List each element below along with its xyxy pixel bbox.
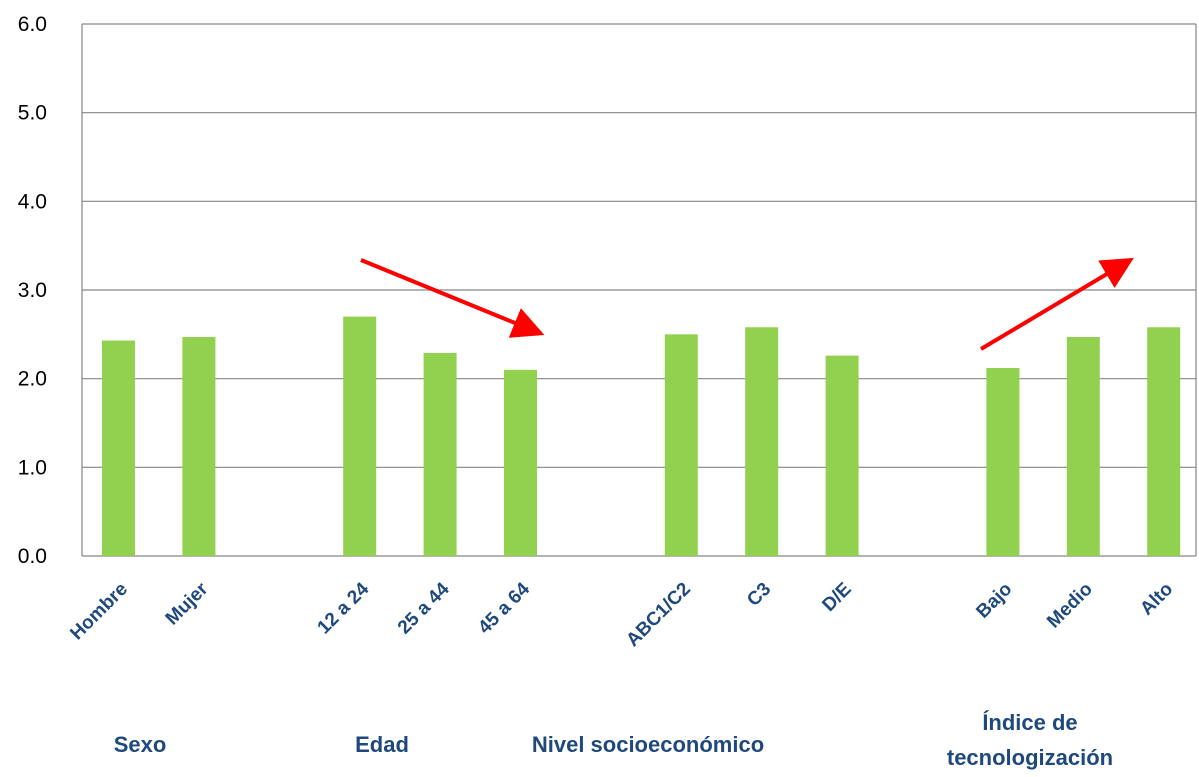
y-tick-label: 5.0 <box>18 102 47 125</box>
y-axis-ticks: 0.0 1.0 2.0 3.0 4.0 5.0 6.0 <box>18 13 47 568</box>
y-tick-label: 6.0 <box>18 13 47 36</box>
bar-25-a-44 <box>423 352 457 556</box>
trend-arrow-down <box>360 258 545 338</box>
x-tick-label: 45 a 64 <box>474 578 534 638</box>
x-tick-label: Medio <box>1043 579 1097 633</box>
y-tick-label: 2.0 <box>18 368 47 391</box>
bar-medio <box>1066 336 1100 556</box>
group-label: Sexo <box>114 732 167 757</box>
grid-layer <box>81 23 1197 557</box>
y-tick-label: 4.0 <box>18 190 47 213</box>
arrows-layer <box>360 257 1134 351</box>
y-tick-label: 3.0 <box>18 279 47 302</box>
group-labels: Sexo Edad Nivel socioeconómico Índice de tec… <box>114 710 1113 770</box>
bar-d-e <box>825 355 859 556</box>
group-label: Edad <box>355 732 409 757</box>
bar-bajo <box>986 368 1020 556</box>
x-tick-label: Bajo <box>972 579 1016 623</box>
bar-mujer <box>182 336 216 556</box>
group-label: Nivel socioeconómico <box>532 732 764 757</box>
bar-abc1-c2 <box>664 334 698 556</box>
bars-layer <box>102 316 1181 556</box>
x-tick-label: D/E <box>818 579 855 616</box>
x-tick-label: 12 a 24 <box>314 578 374 638</box>
x-axis-ticks: Hombre Mujer 12 a 24 25 a 44 45 a 64 ABC1/C2 C… <box>66 578 1177 651</box>
x-tick-label: C3 <box>743 579 775 611</box>
bar-alto <box>1147 327 1181 556</box>
group-label: Índice de tecnologización <box>947 710 1113 770</box>
x-tick-label: Hombre <box>66 579 132 645</box>
y-tick-label: 0.0 <box>18 545 47 568</box>
bar-c3 <box>745 327 779 556</box>
x-tick-label: Mujer <box>162 578 213 629</box>
bar-12-a-24 <box>343 316 377 556</box>
x-tick-label: Alto <box>1136 579 1177 620</box>
bar-45-a-64 <box>504 369 537 556</box>
bar-hombre <box>102 340 135 556</box>
x-tick-label: 25 a 44 <box>394 578 454 638</box>
x-tick-label: ABC1/C2 <box>622 579 694 651</box>
trend-arrow-up <box>979 257 1134 351</box>
y-tick-label: 1.0 <box>18 456 47 479</box>
